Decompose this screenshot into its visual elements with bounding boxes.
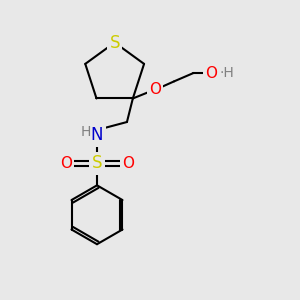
Text: H: H — [81, 125, 91, 139]
Text: N: N — [91, 126, 103, 144]
Text: S: S — [110, 34, 120, 52]
Text: ·H: ·H — [220, 65, 235, 80]
Text: O: O — [205, 66, 217, 81]
Text: O: O — [60, 156, 72, 171]
Text: S: S — [92, 154, 102, 172]
Text: O: O — [122, 156, 134, 171]
Text: O: O — [149, 82, 161, 97]
